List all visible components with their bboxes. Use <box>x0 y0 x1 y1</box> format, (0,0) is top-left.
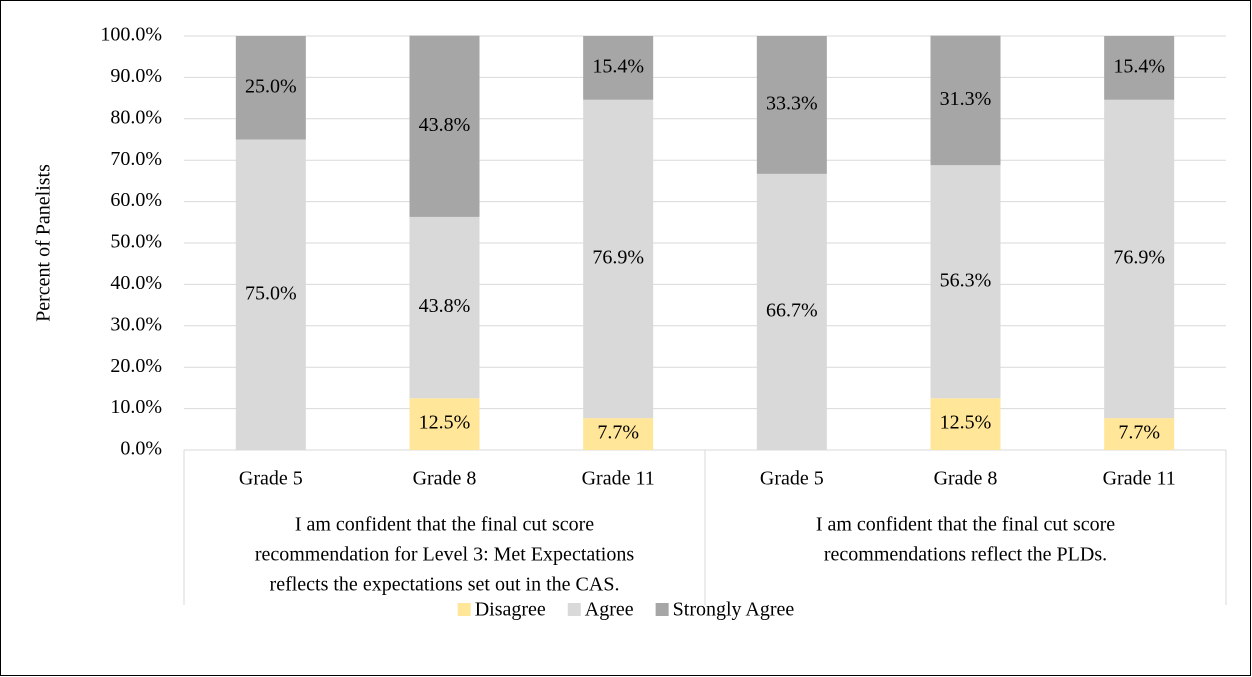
group-label: recommendations reflect the PLDs. <box>824 544 1107 566</box>
bar-segment <box>930 165 1001 399</box>
legend-label: Disagree <box>475 599 546 621</box>
legend-label: Strongly Agree <box>673 599 795 621</box>
data-label: 33.3% <box>766 93 818 115</box>
group-label: reflects the expectations set out in the… <box>270 574 620 596</box>
data-label: 15.4% <box>1113 55 1165 77</box>
group-label: I am confident that the final cut score <box>816 514 1115 536</box>
data-label: 31.3% <box>940 88 992 110</box>
data-label: 25.0% <box>245 75 297 97</box>
group-label: I am confident that the final cut score <box>295 514 594 536</box>
data-label: 15.4% <box>592 55 644 77</box>
bar-segment <box>409 35 480 217</box>
data-label: 75.0% <box>245 282 297 304</box>
data-label: 12.5% <box>940 412 992 434</box>
x-tick-label: Grade 5 <box>239 468 303 490</box>
data-label: 7.7% <box>1118 422 1160 444</box>
bar-segment <box>583 418 654 450</box>
data-label: 76.9% <box>592 247 644 269</box>
y-tick-label: 60.0% <box>110 189 162 211</box>
data-label: 66.7% <box>766 300 818 322</box>
bar-segment <box>1104 418 1175 450</box>
bar-segment <box>1104 99 1175 419</box>
data-label: 56.3% <box>940 269 992 291</box>
x-tick-label: Grade 8 <box>934 468 998 490</box>
bar-segment <box>235 139 306 450</box>
y-tick-label: 0.0% <box>120 438 162 460</box>
bar-segment <box>930 398 1001 450</box>
y-tick-label: 40.0% <box>110 272 162 294</box>
bar-segment <box>1104 36 1175 100</box>
bar-segment <box>235 36 306 140</box>
group-label: recommendation for Level 3: Met Expectat… <box>255 544 635 566</box>
data-label: 76.9% <box>1113 247 1165 269</box>
y-axis-label: Percent of Panelists <box>33 164 55 322</box>
legend-label: Agree <box>585 599 634 621</box>
bar-segment <box>756 36 827 174</box>
y-tick-label: 80.0% <box>110 106 162 128</box>
x-tick-label: Grade 8 <box>413 468 477 490</box>
y-tick-label: 20.0% <box>110 355 162 377</box>
data-label: 43.8% <box>419 114 471 136</box>
bar-segment <box>583 36 654 100</box>
data-label: 12.5% <box>419 412 471 434</box>
data-label: 43.8% <box>419 295 471 317</box>
bar-segment <box>583 99 654 419</box>
bar-segment <box>409 398 480 450</box>
legend-swatch <box>655 603 669 616</box>
bar-segment <box>409 216 480 399</box>
y-tick-label: 50.0% <box>110 231 162 253</box>
bar-segment <box>930 35 1001 166</box>
x-tick-label: Grade 11 <box>582 468 655 490</box>
y-tick-label: 100.0% <box>100 24 162 46</box>
y-tick-label: 70.0% <box>110 148 162 170</box>
x-tick-label: Grade 5 <box>760 468 824 490</box>
bar-segment <box>756 173 827 450</box>
legend-swatch <box>457 603 471 616</box>
y-tick-label: 10.0% <box>110 396 162 418</box>
x-tick-label: Grade 11 <box>1103 468 1176 490</box>
y-tick-label: 90.0% <box>110 65 162 87</box>
legend-swatch <box>567 603 581 616</box>
y-tick-label: 30.0% <box>110 313 162 335</box>
data-label: 7.7% <box>597 422 639 444</box>
